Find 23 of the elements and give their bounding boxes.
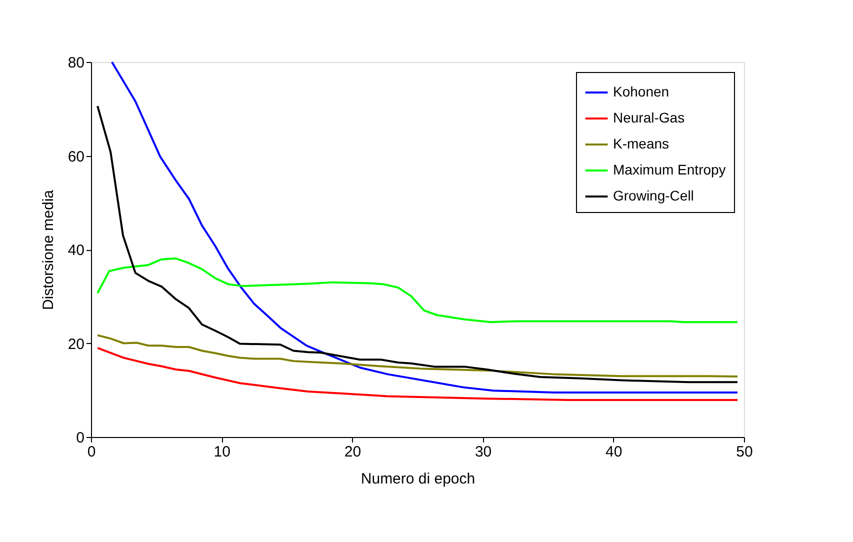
x-tick-label: 20 <box>344 444 362 460</box>
line-series <box>96 257 738 324</box>
line-series <box>96 105 738 384</box>
y-tick-label: 80 <box>68 54 84 72</box>
legend-label: Growing-Cell <box>613 188 694 204</box>
y-axis-title: Distorsione media <box>40 189 57 310</box>
y-tick-label: 20 <box>68 336 84 353</box>
line-series <box>96 346 738 401</box>
x-tick-label: 10 <box>214 444 230 460</box>
x-tick-label: 50 <box>736 444 753 460</box>
legend-label: Maximum Entropy <box>613 162 726 178</box>
y-tick-label: 40 <box>68 242 84 259</box>
x-tick-label: 30 <box>474 444 492 460</box>
x-tick-label: 40 <box>606 444 622 460</box>
x-tick-label: 0 <box>87 444 96 460</box>
line-series <box>110 61 738 394</box>
line-series <box>96 334 738 378</box>
legend-label: Kohonen <box>613 84 670 100</box>
legend-label: Neural-Gas <box>613 110 685 126</box>
legend-label: K-means <box>613 136 670 152</box>
y-tick-label: 0 <box>76 430 84 446</box>
x-axis-title: Numero di epoch <box>360 470 476 488</box>
y-tick-label: 60 <box>68 148 84 166</box>
